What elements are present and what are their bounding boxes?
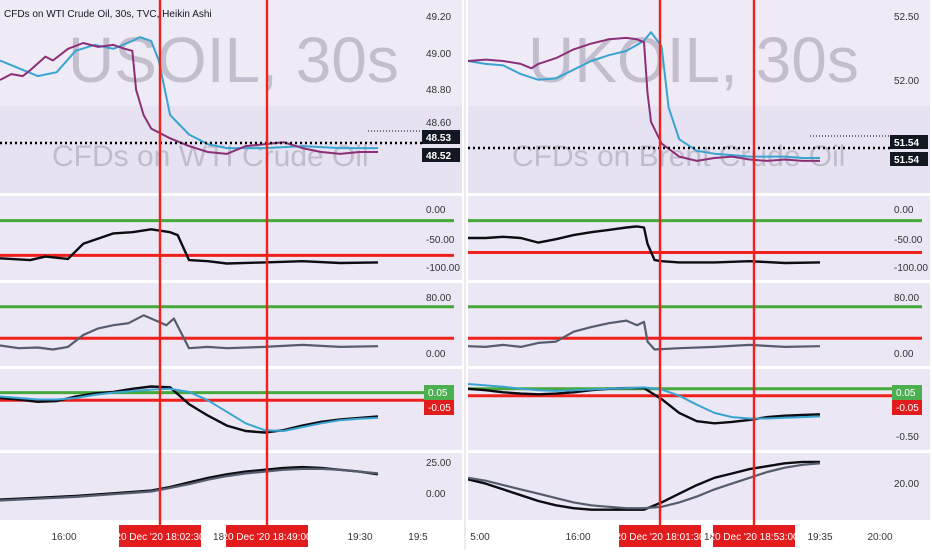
x-tick-label: 16:00 bbox=[51, 532, 76, 543]
pane-background bbox=[0, 369, 462, 450]
pane-indicator_4: 20.00 bbox=[468, 453, 930, 520]
y-tick-label: 49.00 bbox=[426, 49, 451, 60]
y-tick-label: 48.80 bbox=[426, 85, 451, 96]
pane-indicator_3: 0.05 -0.05 bbox=[0, 369, 462, 450]
x-tick-label: 19:35 bbox=[807, 532, 832, 543]
pane-indicator_3: 0.05 -0.05 -0.50 bbox=[468, 369, 930, 450]
y-tick-label: 20.00 bbox=[894, 479, 919, 490]
y-tick-label: -100.00 bbox=[894, 263, 928, 274]
pane-background bbox=[468, 369, 930, 450]
last-value-label: 51.54 bbox=[894, 155, 919, 166]
y-tick-label: 0.00 bbox=[426, 349, 446, 360]
x-tick-label: 19:30 bbox=[347, 532, 372, 543]
chart-title: CFDs on WTI Crude Oil, 30s, TVC, Heikin … bbox=[4, 9, 212, 20]
pane-background bbox=[0, 453, 462, 520]
level-value-label: 0.05 bbox=[896, 388, 916, 399]
time-marker-label: 20 Dec '20 18:53:00 bbox=[709, 532, 799, 543]
level-value-label: 0.05 bbox=[428, 388, 448, 399]
time-marker-label: 20 Dec '20 18:49:00 bbox=[222, 532, 312, 543]
y-tick-label: -50.00 bbox=[894, 235, 923, 246]
pane-background bbox=[468, 196, 930, 280]
y-tick-label: 0.00 bbox=[426, 489, 446, 500]
y-tick-label: 80.00 bbox=[894, 293, 919, 304]
watermark-symbol: UKOIL, 30s bbox=[528, 24, 859, 96]
pane-background bbox=[468, 453, 930, 520]
pane-background bbox=[0, 196, 462, 280]
x-tick-label: 16:00 bbox=[565, 532, 590, 543]
last-value-label: 48.52 bbox=[426, 151, 451, 162]
x-tick-label: 20:00 bbox=[867, 532, 892, 543]
y-tick-label: -0.50 bbox=[896, 432, 919, 443]
y-tick-label: 49.20 bbox=[426, 12, 451, 23]
pane-indicator_1: 0.00 -50.00 -100.00 bbox=[0, 196, 462, 280]
y-tick-label: 0.00 bbox=[426, 205, 446, 216]
last-value-label: 48.53 bbox=[426, 133, 451, 144]
x-tick-label: 19:5 bbox=[408, 532, 428, 543]
y-tick-label: 52.50 bbox=[894, 12, 919, 23]
y-tick-label: -100.00 bbox=[426, 263, 460, 274]
time-marker-label: 20 Dec '20 18:02:30 bbox=[115, 532, 205, 543]
pane-background bbox=[468, 283, 930, 366]
pane-indicator_4: 25.00 0.00 bbox=[0, 453, 462, 520]
y-tick-label: 52.00 bbox=[894, 76, 919, 87]
level-value-label: -0.05 bbox=[428, 403, 451, 414]
y-tick-label: 80.00 bbox=[426, 293, 451, 304]
y-tick-label: 0.00 bbox=[894, 205, 914, 216]
x-tick-label: 5:00 bbox=[470, 532, 490, 543]
y-tick-label: 48.60 bbox=[426, 118, 451, 129]
level-value-label: -0.05 bbox=[896, 403, 919, 414]
y-tick-label: -50.00 bbox=[426, 235, 455, 246]
pane-indicator_2: 80.00 0.00 bbox=[468, 283, 930, 366]
watermark-symbol: USOIL, 30s bbox=[68, 24, 399, 96]
y-tick-label: 25.00 bbox=[426, 458, 451, 469]
pane-indicator_2: 80.00 0.00 bbox=[0, 283, 462, 366]
pane-indicator_1: 0.00 -50.00 -100.00 bbox=[468, 196, 930, 280]
pane-background bbox=[0, 283, 462, 366]
time-marker-label: 20 Dec '20 18:01:30 bbox=[615, 532, 705, 543]
last-value-label: 51.54 bbox=[894, 138, 919, 149]
y-tick-label: 0.00 bbox=[894, 349, 914, 360]
